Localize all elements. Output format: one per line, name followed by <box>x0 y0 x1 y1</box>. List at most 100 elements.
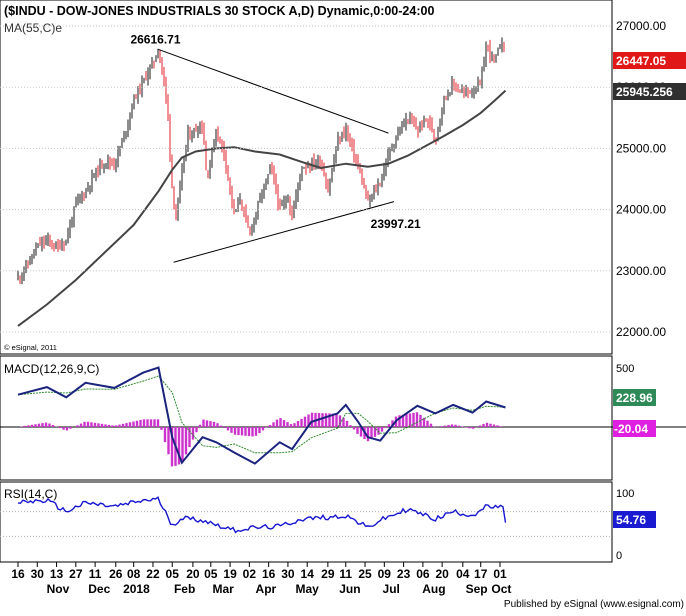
macd-histogram-bar <box>269 425 271 427</box>
macd-histogram-bar <box>500 426 502 427</box>
macd-histogram-bar <box>129 422 131 427</box>
macd-histogram-bar <box>52 425 54 427</box>
x-month-label: Jul <box>383 582 400 596</box>
x-month-label: Mar <box>213 582 235 596</box>
macd-histogram-bar <box>388 424 390 427</box>
macd-histogram-bar <box>237 427 239 435</box>
macd-histogram-bar <box>111 425 113 427</box>
macd-histogram-bar <box>342 418 344 427</box>
macd-histogram-bar <box>346 421 348 427</box>
footer-credit: Published by eSignal (www.esignal.com) <box>504 599 684 610</box>
macd-histogram-bar <box>202 420 204 427</box>
x-day-label: 30 <box>31 567 45 581</box>
macd-histogram-bar <box>132 422 134 427</box>
macd-histogram-bar <box>34 424 36 427</box>
macd-histogram-bar <box>136 421 138 427</box>
rsi-value: 54.76 <box>616 513 646 527</box>
high-annotation: 26616.71 <box>130 32 180 46</box>
macd-histogram-bar <box>199 425 201 427</box>
macd-histogram-bar <box>157 419 159 427</box>
macd-histogram-bar <box>293 423 295 427</box>
price-y-tick-label: 24000.00 <box>616 203 666 217</box>
macd-histogram-bar <box>248 427 250 436</box>
macd-histogram-bar <box>160 427 162 430</box>
signal-value: -20.04 <box>614 422 648 436</box>
macd-histogram-bar <box>213 422 215 427</box>
macd-histogram-bar <box>272 422 274 427</box>
x-day-label: 19 <box>223 567 237 581</box>
macd-histogram-bar <box>90 422 92 427</box>
macd-histogram-bar <box>377 427 379 435</box>
macd-histogram-bar <box>118 425 120 427</box>
macd-histogram-bar <box>405 414 407 427</box>
macd-histogram-bar <box>486 423 488 427</box>
x-day-label: 16 <box>262 567 276 581</box>
x-month-label: May <box>296 582 320 596</box>
macd-histogram-bar <box>265 427 267 428</box>
macd-histogram-bar <box>195 427 197 432</box>
macd-tick-500: 500 <box>616 363 634 375</box>
macd-histogram-bar <box>430 424 432 427</box>
macd-histogram-bar <box>223 427 225 428</box>
macd-histogram-bar <box>101 424 103 427</box>
x-day-label: 25 <box>358 567 372 581</box>
macd-histogram-bar <box>234 427 236 435</box>
macd-histogram-bar <box>454 425 456 427</box>
macd-histogram-bar <box>440 426 442 427</box>
macd-histogram-bar <box>69 427 71 429</box>
x-month-label: Apr <box>256 582 277 596</box>
x-day-label: 02 <box>243 567 257 581</box>
macd-histogram-bar <box>146 419 148 427</box>
macd-histogram-bar <box>283 420 285 427</box>
ma-value: 25945.256 <box>616 85 673 99</box>
x-month-label: Nov <box>47 582 70 596</box>
x-day-label: 06 <box>416 567 430 581</box>
x-day-label: 13 <box>50 567 64 581</box>
macd-histogram-bar <box>297 421 299 427</box>
x-day-label: 04 <box>456 567 470 581</box>
x-month-label: Aug <box>422 582 445 596</box>
x-month-label: Oct <box>491 582 511 596</box>
macd-histogram-bar <box>80 424 82 427</box>
macd-histogram-bar <box>227 427 229 430</box>
x-day-label: 20 <box>186 567 200 581</box>
macd-histogram-bar <box>349 425 351 427</box>
rsi-y-tick-label: 100 <box>616 488 634 500</box>
watermark: © eSignal, 2011 <box>4 343 57 352</box>
macd-histogram-bar <box>482 424 484 427</box>
macd-histogram-bar <box>356 427 358 434</box>
x-day-label: 20 <box>435 567 449 581</box>
macd-histogram-bar <box>150 419 152 427</box>
x-day-label: 17 <box>474 567 488 581</box>
macd-histogram-bar <box>125 423 127 427</box>
x-day-label: 01 <box>493 567 507 581</box>
macd-histogram-bar <box>381 427 383 432</box>
macd-histogram-bar <box>181 427 183 462</box>
macd-histogram-bar <box>143 419 145 427</box>
ma-indicator-label: MA(55,C)e <box>4 21 62 35</box>
macd-histogram-bar <box>209 421 211 427</box>
macd-histogram-bar <box>244 427 246 436</box>
macd-histogram-bar <box>300 419 302 427</box>
macd-histogram-bar <box>108 425 110 427</box>
x-month-label: Jun <box>339 582 360 596</box>
low-annotation: 23997.21 <box>371 217 421 231</box>
x-month-label: Sep <box>466 582 488 596</box>
macd-histogram-bar <box>286 422 288 427</box>
macd-histogram-bar <box>115 425 117 427</box>
macd-histogram-bar <box>153 419 155 427</box>
macd-histogram-bar <box>468 427 470 428</box>
x-month-label: Dec <box>88 582 110 596</box>
price-y-tick-label: 27000.00 <box>616 19 666 33</box>
macd-histogram-bar <box>97 423 99 427</box>
macd-histogram-bar <box>104 424 106 427</box>
macd-histogram-bar <box>48 424 50 427</box>
macd-histogram-bar <box>479 426 481 427</box>
x-day-label: 11 <box>89 567 102 581</box>
macd-histogram-bar <box>276 420 278 427</box>
rsi-panel-frame <box>0 482 612 562</box>
macd-histogram-bar <box>122 424 124 427</box>
macd-histogram-bar <box>164 427 166 442</box>
